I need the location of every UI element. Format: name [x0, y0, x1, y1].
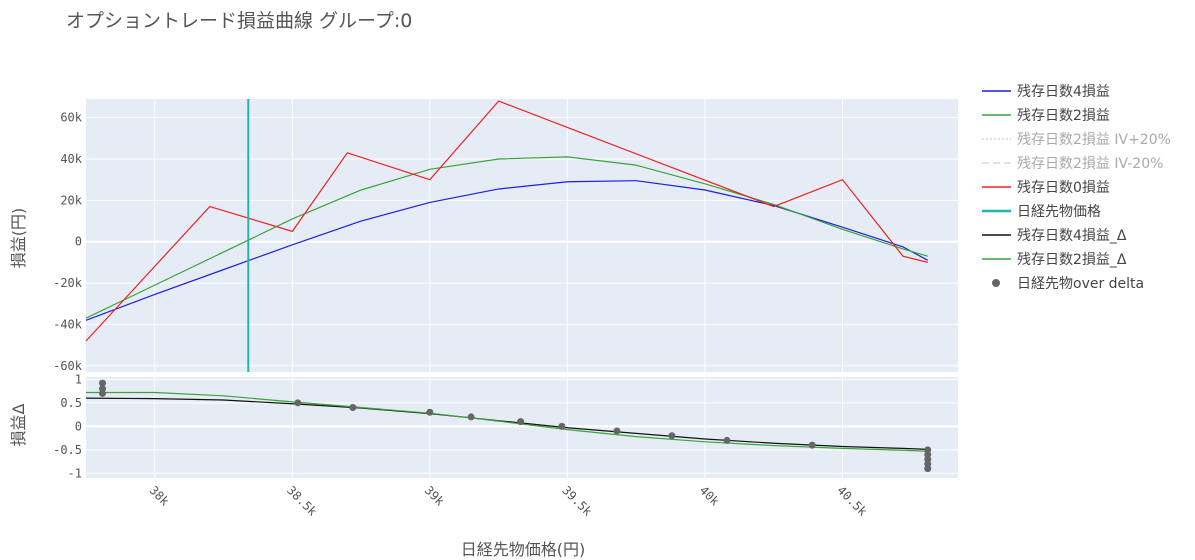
legend-item[interactable]: 残存日数2損益: [982, 108, 1110, 124]
bottom-y-tick-label: 1: [75, 372, 82, 386]
top-series-line-1: [85, 156, 928, 319]
top-y-tick-label: 40k: [60, 152, 82, 166]
top-series-line-0: [85, 180, 929, 321]
bottom-series-2-point: [99, 379, 107, 387]
top-plot-area: [86, 99, 958, 372]
legend-label: 残存日数0損益: [1017, 180, 1110, 196]
bottom-series-2-point: [349, 404, 357, 412]
x-axis-title: 日経先物価格(円): [461, 540, 586, 559]
bottom-series-2-point: [808, 441, 816, 449]
bottom-series-2-point: [99, 389, 107, 397]
top-series-line-4: [85, 100, 928, 342]
bottom-series-2-point: [426, 408, 434, 416]
bottom-series-2-point: [294, 399, 302, 407]
legend-item[interactable]: 残存日数2損益 IV+20%: [982, 132, 1171, 148]
bottom-y-axis-title: 損益Δ: [9, 403, 28, 446]
top-y-tick-label: 20k: [60, 193, 82, 207]
top-y-axis-title: 損益(円): [9, 208, 28, 269]
legend-item[interactable]: 日経先物over delta: [992, 276, 1144, 292]
x-axis: 38k 38.5k 39k 39.5k 40k 40.5k: [147, 483, 871, 519]
bottom-series-line-1: [86, 391, 928, 452]
top-y-tick-label: 0: [75, 235, 82, 249]
x-tick-label: 38k: [147, 483, 173, 509]
bottom-y-tick-label: 0.5: [60, 396, 82, 410]
x-tick-label: 38.5k: [284, 483, 320, 519]
bottom-series-2-point: [668, 432, 676, 440]
legend-label: 日経先物over delta: [1017, 276, 1144, 292]
legend-label: 残存日数2損益_Δ: [1017, 252, 1127, 268]
top-y-tick-label: -40k: [53, 317, 83, 331]
top-y-tick-label: -20k: [53, 276, 83, 290]
legend-item[interactable]: 残存日数4損益_Δ: [982, 228, 1127, 244]
x-tick-label: 39.5k: [559, 483, 595, 519]
legend-item[interactable]: 残存日数2損益_Δ: [982, 252, 1127, 268]
legend-item[interactable]: 残存日数4損益: [982, 84, 1110, 100]
bottom-y-tick-label: -0.5: [53, 443, 82, 457]
legend-label: 残存日数2損益: [1017, 108, 1110, 124]
legend-item[interactable]: 日経先物価格: [982, 204, 1101, 220]
legend-label: 残存日数4損益_Δ: [1017, 228, 1127, 244]
legend-item[interactable]: 残存日数2損益 IV-20%: [982, 156, 1163, 172]
bottom-series-2-point: [723, 436, 731, 444]
x-tick-label: 39k: [422, 483, 448, 509]
legend-marker: [992, 279, 1000, 287]
top-y-tick-label: -60k: [53, 359, 83, 373]
chart-title: オプショントレード損益曲線 グループ:0: [66, 10, 412, 32]
bottom-plot-area: [86, 377, 958, 478]
legend-item[interactable]: 残存日数0損益: [982, 180, 1110, 196]
top-y-tick-label: 60k: [60, 111, 82, 125]
bottom-series-line-0: [85, 397, 928, 450]
bottom-series-2-point: [558, 422, 566, 430]
top-panel: -60k -40k -20k 0 20k 40k 60k: [53, 99, 958, 373]
bottom-series-2-point: [613, 427, 621, 435]
legend-label: 残存日数4損益: [1017, 84, 1110, 100]
legend-label: 残存日数2損益 IV+20%: [1017, 132, 1171, 148]
bottom-y-tick-label: 0: [75, 419, 82, 433]
x-tick-label: 40k: [697, 483, 723, 509]
bottom-y-tick-label: -1: [68, 466, 82, 480]
x-tick-label: 40.5k: [834, 483, 870, 519]
bottom-series-2-point: [924, 465, 932, 473]
bottom-series-2-point: [517, 418, 525, 426]
bottom-series-2-point: [467, 413, 475, 421]
bottom-panel: -1 -0.5 0 0.5 1: [53, 372, 958, 480]
legend-label: 日経先物価格: [1017, 204, 1101, 220]
legend-label: 残存日数2損益 IV-20%: [1017, 156, 1163, 172]
